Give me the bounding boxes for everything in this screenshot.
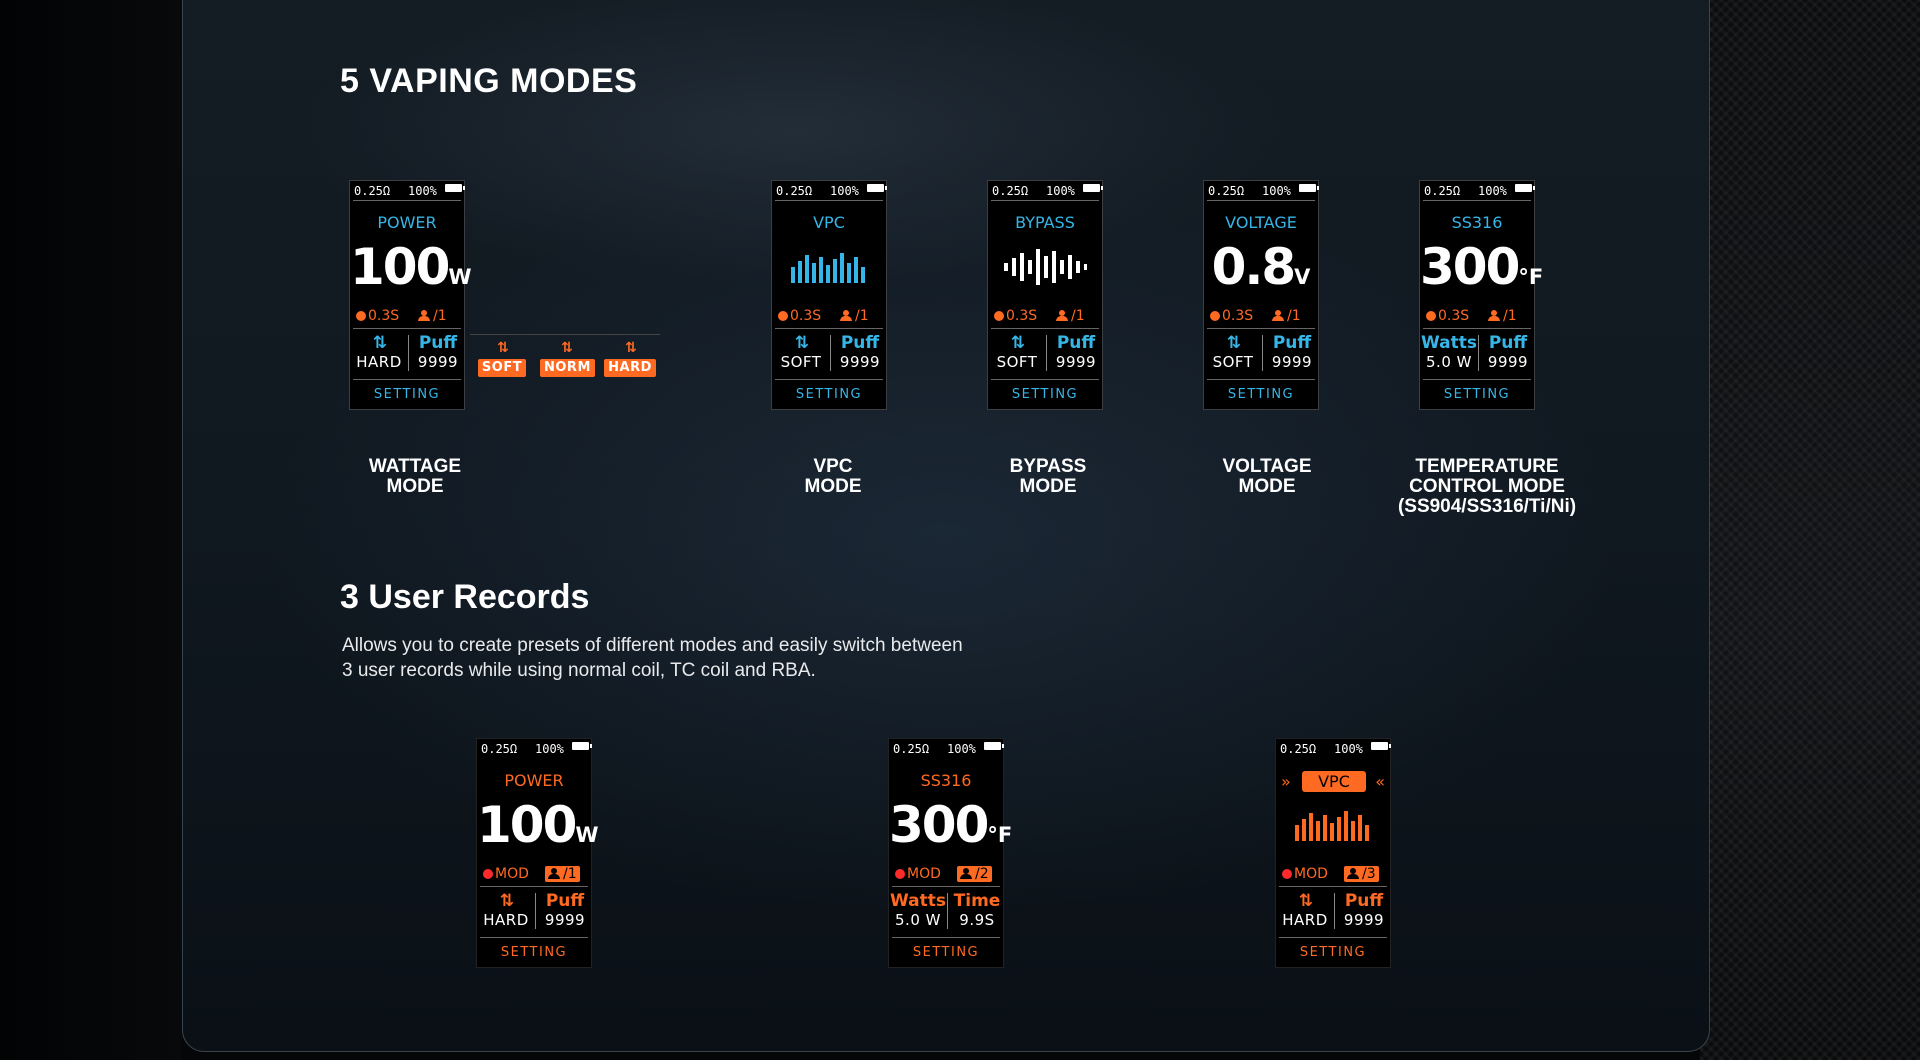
battery-icon [1083,184,1103,192]
battery-icon [445,184,465,192]
user-icon [418,310,430,321]
screen-wattage: 0.25Ω 100% POWER 100W 0.3S /1 ⇅ HARD Puff… [349,180,472,410]
preset-soft: SOFT [477,359,527,377]
user-icon [1347,868,1359,879]
mode-name: VOLTAGE [1225,213,1297,232]
user-icon [840,310,852,321]
mode-name: VPC [1302,771,1366,792]
mode-name: POWER [377,213,437,232]
caption-temperature: TEMPERATURE CONTROL MODE (SS904/SS316/Ti/N… [1397,456,1577,517]
user-icon [1272,310,1284,321]
mode-name: SS316 [920,771,972,790]
records-description: Allows you to create presets of differen… [342,635,963,681]
user-icon [548,868,560,879]
page-background-left [0,0,182,1060]
battery-icon [1299,184,1319,192]
screen-voltage: 0.25Ω 100% VOLTAGE 0.8V 0.3S /1 ⇅ SOFT Pu… [1203,180,1319,410]
user-icon [960,868,972,879]
setting-label: SETTING [1011,387,1079,402]
timer-icon [1210,311,1220,321]
record-dot-icon [1282,869,1292,879]
mode-name: POWER [504,771,564,790]
big-value: 300°F [1420,238,1544,296]
setting-label: SETTING [1227,387,1295,402]
battery-icon [867,184,887,192]
timer-icon [356,311,366,321]
mode-name: SS316 [1451,213,1503,232]
arrows-icon: ⇅ [1298,891,1313,911]
screen-temperature: 0.25Ω 100% SS316 300°F 0.3S /1 Watts 5.0 … [1419,180,1544,410]
bypass-wave-icon [988,247,1102,287]
battery-icon [1515,184,1535,192]
battery-icon [984,742,1004,750]
vpc-bars-icon [772,247,886,287]
mode-name: VPC [813,213,845,232]
timer-icon [994,311,1004,321]
user-icon [1488,310,1500,321]
records-heading: 3 User Records [340,578,590,616]
caption-wattage: WATTAGE MODE [368,456,462,497]
arrows-icon: ⇅ [1010,333,1025,353]
caption-vpc: VPC MODE [804,456,862,497]
big-value: 100W [350,238,472,296]
setting-label: SETTING [373,387,441,402]
big-value: 0.8V [1211,238,1311,296]
big-value: 300°F [889,796,1013,854]
arrows-icon: ⇅ [1226,333,1241,353]
user-icon [1056,310,1068,321]
record-screen-3: 0.25Ω 100% » VPC « MOD /3 ⇅ HARD Puff 999… [1275,738,1391,968]
arrows-icon: ⇅ [372,333,387,353]
battery-icon [572,742,592,750]
setting-label: SETTING [1443,387,1511,402]
screen-vpc: 0.25Ω 100% VPC 0.3S /1 ⇅ SOFT Puff 9999 S… [771,180,887,410]
setting-label: SETTING [500,945,568,960]
vpc-bars-icon [1276,805,1390,845]
big-value: 100W [477,796,599,854]
caption-voltage: VOLTAGE MODE [1222,456,1312,497]
modes-heading: 5 VAPING MODES [340,62,638,100]
mode-name: BYPASS [1015,213,1075,232]
chevron-left-icon: « [1375,772,1385,791]
preset-hard: HARD [604,359,656,377]
timer-icon [1426,311,1436,321]
battery-icon [1371,742,1391,750]
preset-norm: NORM [540,359,595,377]
arrows-icon: ⇅ [499,891,514,911]
carbon-fiber-background [1700,0,1920,1060]
setting-label: SETTING [912,945,980,960]
record-dot-icon [895,869,905,879]
info-row: 0.3S /1 [350,308,464,324]
chevron-right-icon: » [1281,772,1291,791]
setting-label: SETTING [795,387,863,402]
arrows-icon: ⇅ [794,333,809,353]
power-presets: ⇅ SOFT ⇅ NORM ⇅ HARD [470,334,660,384]
setting-label: SETTING [1299,945,1367,960]
caption-bypass: BYPASS MODE [1009,456,1087,497]
record-screen-2: 0.25Ω 100% SS316 300°F MOD /2 Watts 5.0 W… [888,738,1013,968]
record-screen-1: 0.25Ω 100% POWER 100W MOD /1 ⇅ HARD Puff … [476,738,599,968]
screen-bypass: 0.25Ω 100% BYPASS 0.3S /1 ⇅ SOFT Puff 999… [987,180,1103,410]
timer-icon [778,311,788,321]
record-dot-icon [483,869,493,879]
